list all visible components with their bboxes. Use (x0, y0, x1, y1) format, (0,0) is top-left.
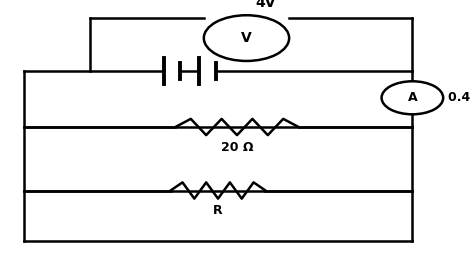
Circle shape (204, 15, 289, 61)
Text: 4V: 4V (255, 0, 276, 10)
Circle shape (382, 81, 443, 114)
Text: 0.4 A: 0.4 A (448, 91, 474, 104)
Text: 20 Ω: 20 Ω (221, 141, 253, 154)
Text: R: R (213, 204, 223, 217)
Text: A: A (408, 91, 417, 104)
Text: V: V (241, 31, 252, 45)
